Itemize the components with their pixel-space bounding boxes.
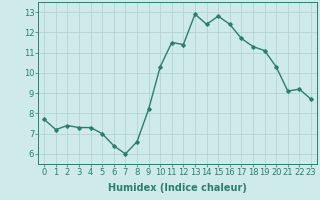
X-axis label: Humidex (Indice chaleur): Humidex (Indice chaleur) [108, 183, 247, 193]
